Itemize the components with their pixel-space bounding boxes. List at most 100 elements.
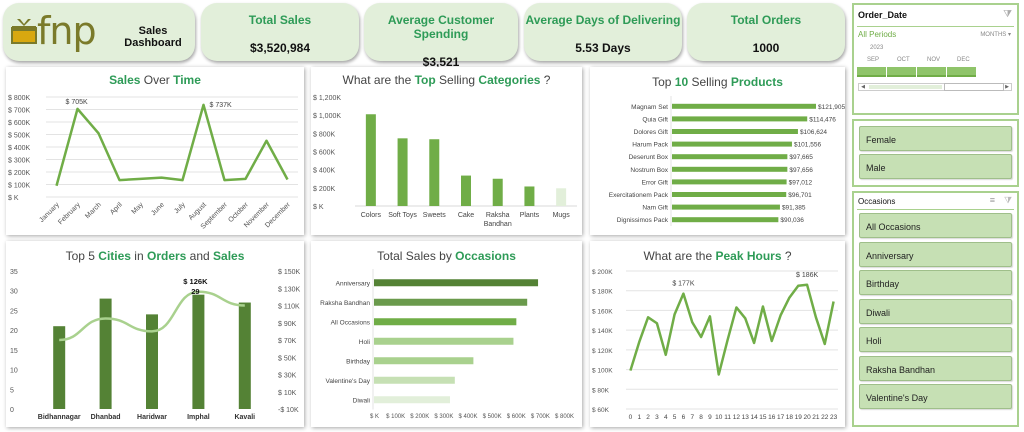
chart-title: Top 5 Cities in Orders and Sales	[6, 249, 304, 263]
y-right-tick-label: $ 130K	[278, 286, 301, 293]
y-tick-label: Nostrum Box	[630, 167, 668, 174]
bar	[672, 103, 816, 109]
title-part: ?	[781, 249, 792, 263]
slicer-item-male[interactable]: Male	[859, 154, 1012, 179]
chart-title: Sales Over Time	[6, 73, 304, 87]
panel-top-categories: What are the Top Selling Categories ? $ …	[311, 67, 582, 235]
x-tick-label: $ 400K	[459, 414, 478, 420]
y-tick-label: Raksha Bandhan	[320, 300, 370, 307]
data-label: $97,656	[789, 167, 813, 174]
y-tick-label: $ 100K	[592, 368, 613, 375]
y-left-tick-label: 5	[10, 387, 14, 394]
x-tick-label: Mugs	[553, 212, 571, 219]
bar	[374, 396, 450, 404]
x-tick-label: March	[84, 201, 103, 220]
y-left-tick-label: 15	[10, 348, 18, 355]
clear-filter-icon[interactable]: ⧩	[1003, 195, 1012, 205]
title-part: What are the	[342, 73, 415, 87]
orders-bar	[238, 302, 251, 409]
slicer-title: Order_Date	[858, 10, 908, 20]
y-right-tick-label: $ 70K	[278, 338, 297, 345]
time-level-dropdown[interactable]: MONTHS ▾	[980, 31, 1011, 38]
slicer-item[interactable]: Holi	[859, 327, 1012, 352]
divider	[857, 26, 1014, 27]
y-tick-label: $ 180K	[592, 289, 613, 296]
logo: fnp	[11, 11, 97, 51]
bar	[672, 192, 787, 197]
data-label: $91,385	[782, 205, 806, 212]
x-tick-label: Haridwar	[137, 414, 167, 421]
y-tick-label: Exercitationem Pack	[609, 192, 669, 199]
kpi-value: $3,521	[422, 55, 460, 69]
y-tick-label: Error Gift	[642, 179, 669, 186]
clear-filter-icon[interactable]: ⧩	[1003, 9, 1012, 20]
bar	[397, 138, 408, 206]
slicer-item[interactable]: Diwali	[859, 298, 1012, 324]
x-tick-label: 0	[629, 414, 633, 421]
sales-line	[629, 283, 835, 376]
x-tick-label: Cake	[458, 212, 474, 219]
y-tick-label: $ 500K	[8, 133, 31, 140]
month-tile[interactable]	[917, 67, 946, 77]
x-tick-label: 6	[682, 414, 686, 421]
title-part: Time	[173, 73, 201, 87]
month-label: NOV	[927, 57, 941, 63]
timeline-bar[interactable]	[857, 67, 991, 77]
title-part: Categories	[478, 73, 541, 87]
slicer-item[interactable]: Anniversary	[859, 241, 1012, 267]
data-label: $96,701	[788, 192, 812, 199]
data-label: $ 126K	[183, 277, 208, 286]
slicer-occasions: Occasions ≡ ⧩ All Occasions Anniversary Bi…	[852, 191, 1019, 427]
x-tick-label: $ 600K	[507, 414, 526, 420]
y-right-tick-label: $ 30K	[278, 373, 297, 380]
timeline-scrollbar[interactable]: ◀ ▶	[858, 83, 1012, 91]
panel-top-cities: Top 5 Cities in Orders and Sales 0 5 10 15 2…	[6, 241, 304, 427]
x-tick-label: 13	[742, 414, 750, 421]
scroll-right-icon[interactable]: ▶	[1005, 84, 1009, 90]
title-part: Cities	[98, 249, 131, 263]
y-left-tick-label: 35	[10, 269, 18, 276]
chevron-down-icon: ▾	[1007, 32, 1011, 38]
slicer-item-female[interactable]: Female	[859, 126, 1012, 151]
bar	[672, 129, 798, 134]
y-tick-label: $ 300K	[8, 158, 31, 165]
slicer-item[interactable]: Birthday	[859, 270, 1012, 295]
x-tick-label: Kavali	[234, 414, 255, 421]
dashboard-title: Sales Dashboard	[124, 25, 182, 49]
title-part: Peak Hours	[715, 249, 782, 263]
y-left-tick-label: 20	[10, 328, 18, 335]
y-left-tick-label: 10	[10, 368, 18, 375]
bar	[374, 357, 474, 365]
y-tick-label: $ K	[313, 204, 324, 211]
kpi-value: 1000	[752, 41, 780, 55]
x-tick-label: Plants	[520, 212, 540, 219]
slicer-item[interactable]: All Occasions	[859, 213, 1012, 238]
month-tile[interactable]	[947, 67, 976, 77]
month-label: DEC	[957, 57, 970, 63]
month-label: SEP	[867, 57, 880, 63]
y-tick-label: Quia Gift	[642, 116, 668, 123]
bar	[365, 114, 376, 206]
x-tick-label: 23	[830, 414, 838, 421]
bar	[374, 318, 517, 326]
x-tick-label: $ 200K	[410, 414, 429, 420]
y-tick-label: $ 600K	[8, 120, 31, 127]
y-tick-label: $ 800K	[313, 131, 336, 138]
scroll-thumb[interactable]	[944, 83, 1004, 91]
y-tick-label: $ 160K	[592, 308, 613, 315]
chart-top-products: Magnam Set $121,905 Quia Gift $114,476 Dolor…	[609, 96, 845, 226]
y-tick-label: $ 60K	[592, 407, 610, 414]
multi-select-icon[interactable]: ≡	[989, 195, 995, 205]
month-tile[interactable]	[887, 67, 916, 77]
orders-bar	[99, 298, 112, 409]
x-tick-label: $ 100K	[386, 414, 405, 420]
x-tick-label: 18	[786, 414, 794, 421]
slicer-item[interactable]: Raksha Bandhan	[859, 355, 1012, 381]
slicer-item[interactable]: Valentine's Day	[859, 384, 1012, 409]
scroll-left-icon[interactable]: ◀	[861, 84, 865, 90]
title-part: ?	[540, 73, 551, 87]
month-tile[interactable]	[857, 67, 886, 77]
x-tick-label: $ 500K	[483, 414, 502, 420]
kpi-total-sales: Total Sales $3,520,984	[201, 3, 359, 61]
x-tick-label: $ K	[370, 414, 379, 420]
